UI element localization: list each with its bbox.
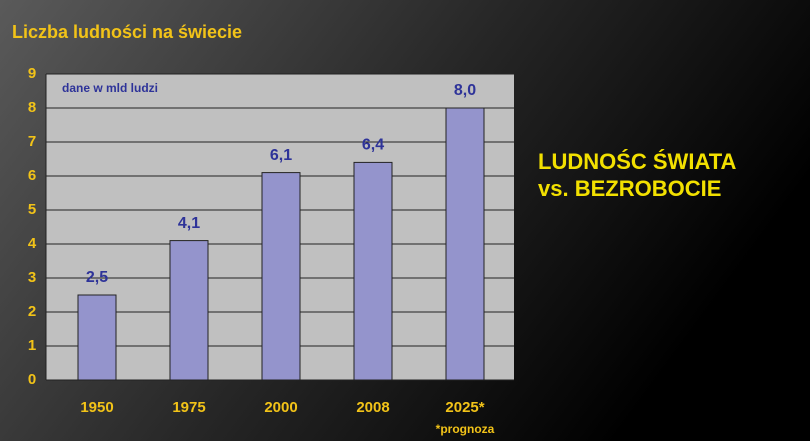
y-tick-label: 0 bbox=[28, 371, 36, 388]
y-tick-label: 8 bbox=[28, 99, 36, 116]
chart-title: Liczba ludności na świecie bbox=[12, 22, 242, 42]
annotation: dane w mld ludzi bbox=[62, 81, 158, 95]
side-title: vs. BEZROBOCIE bbox=[538, 176, 721, 201]
value-label: 2,5 bbox=[86, 269, 108, 286]
bar bbox=[261, 172, 301, 381]
y-tick-label: 2 bbox=[28, 303, 36, 320]
bar bbox=[169, 240, 209, 381]
y-tick-label: 9 bbox=[28, 65, 36, 82]
value-label: 6,1 bbox=[270, 147, 292, 164]
value-label: 6,4 bbox=[362, 137, 384, 154]
x-tick-label: 2008 bbox=[356, 399, 389, 416]
bar bbox=[77, 294, 117, 381]
x-tick-label: 2000 bbox=[264, 399, 297, 416]
y-tick-label: 4 bbox=[28, 235, 37, 252]
value-label: 4,1 bbox=[178, 215, 200, 232]
bar bbox=[445, 107, 485, 381]
y-tick-label: 6 bbox=[28, 167, 36, 184]
y-tick-label: 1 bbox=[28, 337, 36, 354]
footnote: *prognoza bbox=[436, 422, 495, 436]
bar bbox=[353, 161, 393, 381]
x-tick-label: 1975 bbox=[172, 399, 205, 416]
x-tick-label: 1950 bbox=[80, 399, 113, 416]
value-label: 8,0 bbox=[454, 82, 476, 99]
y-tick-label: 7 bbox=[28, 133, 36, 150]
side-title: LUDNOŚC ŚWIATA bbox=[538, 149, 736, 174]
y-tick-label: 5 bbox=[28, 201, 36, 218]
x-tick-label: 2025* bbox=[445, 399, 484, 416]
y-tick-label: 3 bbox=[28, 269, 36, 286]
